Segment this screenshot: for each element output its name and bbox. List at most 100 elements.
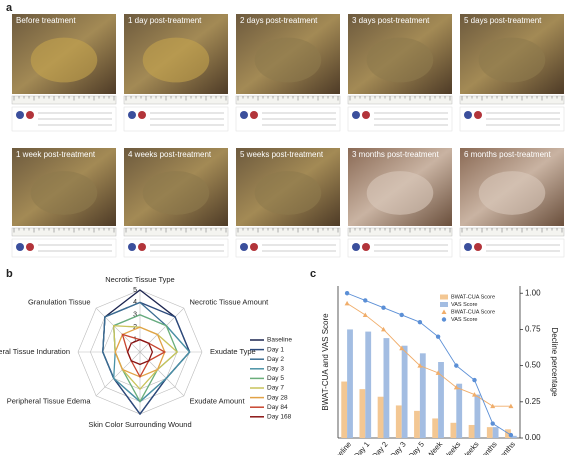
wound-area [366,37,434,83]
bar [377,396,384,438]
line-marker [435,370,441,375]
bar [450,422,457,438]
r-tick-label: 1 [133,336,137,343]
radar-axis-label: Exudate Amount [189,396,245,405]
photo-caption: 5 weeks post-treatment [240,150,324,159]
bar [468,424,475,438]
card-logo [362,243,370,251]
wound-area [478,37,546,83]
bar [456,383,463,438]
line-marker [344,291,350,296]
legend-label: VAS Score [451,317,478,323]
line-marker [381,326,386,332]
x-tick-label: Baseline [328,440,353,455]
bar [510,435,517,438]
radar-series [126,338,154,366]
y2-tick-label: 0.50 [525,361,541,370]
legend-swatch [441,317,447,322]
legend-swatch [441,309,447,314]
photo-caption: Before treatment [16,16,76,25]
bar [432,418,439,438]
card-logo [240,111,248,119]
photo-caption: 1 day post-treatment [128,16,202,25]
legend-label: BWAT-CUA Score [451,309,495,315]
legend-label: Day 84 [267,404,288,411]
radar-spoke [95,351,141,397]
radar-series [113,314,178,403]
line-series [346,292,512,436]
card-logo [352,111,360,119]
legend-label: Day 168 [267,414,292,421]
y2-axis-title: Decline percentage [550,328,559,397]
y2-tick-label: 0.00 [525,433,541,442]
radar-axis-label: Peripheral Tissue Edema [7,396,92,405]
line-series [346,302,511,407]
card-logo [362,111,370,119]
legend-label: Baseline [267,337,292,344]
panel-label: b [6,268,13,280]
wound-area [30,37,98,83]
legend-label: Day 5 [267,375,284,382]
wound-area [142,171,210,215]
line-marker [490,421,495,426]
card-logo [464,243,472,251]
wound-area [254,37,322,83]
line-marker [472,377,477,383]
bar [474,394,481,438]
bar [492,427,499,438]
bar [414,410,420,438]
r-tick-label: 3 [133,312,137,319]
x-tick-label: Day 5 [406,440,425,455]
card-logo [464,111,472,119]
line-marker [435,334,441,339]
line-marker [453,384,459,390]
card-logo [138,111,146,119]
line-marker [399,345,405,351]
legend-label: Day 3 [267,366,284,373]
y2-tick-label: 0.75 [525,325,541,334]
card-logo [474,111,482,119]
radar-spoke [139,351,185,397]
panel-label: a [6,2,13,14]
bar [401,345,408,438]
bar [341,381,348,438]
card-logo [250,111,258,119]
y-axis-title: BWAT-CUA and VAS Score [321,313,330,411]
line-marker [363,298,368,303]
radar-series [113,325,179,391]
label-card [347,238,453,258]
photo-caption: 5 days post-treatment [464,16,542,25]
radar-axis-label: Peripheral Tissue Induration [0,347,70,356]
card-logo [26,111,34,119]
photo-caption: 3 months post-treatment [352,150,439,159]
legend-swatch [440,302,448,307]
legend-label: Day 1 [267,346,284,353]
wound-area [478,171,546,215]
card-logo [16,243,24,251]
line-marker [344,300,350,306]
line-marker [399,312,404,318]
radar-axis-label: Exudate Type [210,347,256,356]
wound-area [366,171,434,215]
line-marker [472,392,477,397]
radar-axis-label: Skin Color Surrounding Wound [88,420,191,429]
card-logo [128,111,136,119]
photo-caption: 3 days post-treatment [352,16,430,25]
r-tick-label: 5 [133,287,137,294]
panel-label: c [310,268,316,280]
legend-label: Day 7 [267,385,284,392]
radar-series [121,333,167,379]
line-marker [381,305,386,310]
bar [383,338,390,438]
bar [347,329,353,438]
radar-axis-label: Granulation Tissue [28,297,91,306]
card-logo [250,243,258,251]
legend-label: BWAT-CUA Score [451,294,495,300]
x-tick-label: Day 2 [370,440,389,455]
legend-label: Day 28 [267,394,288,401]
legend-label: Day 2 [267,356,284,363]
card-logo [240,243,248,251]
wound-area [142,37,210,83]
photo-caption: 2 days post-treatment [240,16,318,25]
label-card [459,238,565,258]
